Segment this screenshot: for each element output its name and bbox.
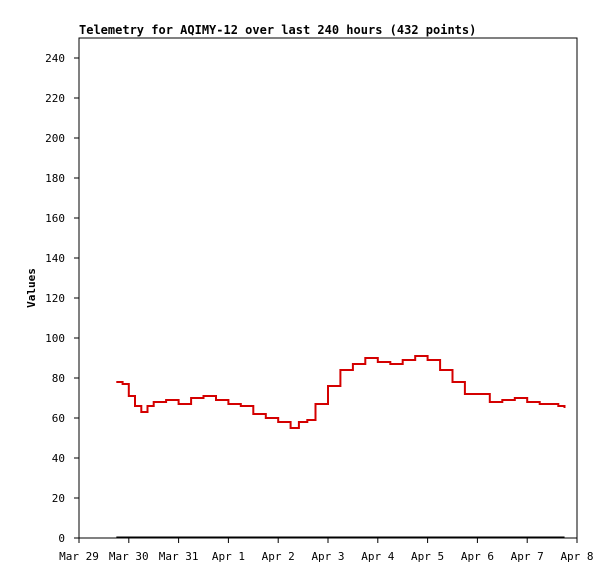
y-tick-label: 80 (52, 372, 65, 385)
y-tick-label: 200 (45, 132, 65, 145)
y-tick-label: 0 (58, 532, 65, 545)
plot-area (78, 37, 578, 539)
y-tick-label: 100 (45, 332, 65, 345)
y-tick-label: 120 (45, 292, 65, 305)
x-tick-label: Mar 29 (59, 550, 99, 563)
y-tick-label: 60 (52, 412, 65, 425)
y-tick-label: 20 (52, 492, 65, 505)
x-tick-label: Apr 6 (461, 550, 494, 563)
y-tick-label: 140 (45, 252, 65, 265)
series-line (116, 355, 566, 429)
y-tick-label: 160 (45, 212, 65, 225)
y-axis-ticks: 0 20 40 60 80 100 120 140 160 180 200 220 240 (45, 52, 79, 545)
x-tick-label: Mar 30 (109, 550, 149, 563)
x-tick-label: Apr 3 (311, 550, 344, 563)
x-tick-label: Apr 7 (511, 550, 544, 563)
chart-title: Telemetry for AQIMY-12 over last 240 hou… (79, 23, 476, 37)
y-tick-label: 240 (45, 52, 65, 65)
x-tick-label: Apr 1 (212, 550, 245, 563)
series-lines (116, 355, 566, 539)
y-axis-label: Values (25, 268, 38, 308)
x-tick-label: Apr 2 (262, 550, 295, 563)
x-tick-label: Mar 31 (159, 550, 199, 563)
x-tick-label: Apr 4 (361, 550, 394, 563)
x-axis-ticks: Mar 29 Mar 30 Mar 31 Apr 1 Apr 2 Apr 3 Apr 4 Ap… (59, 538, 594, 563)
y-tick-label: 220 (45, 92, 65, 105)
y-tick-label: 180 (45, 172, 65, 185)
x-tick-label: Apr 5 (411, 550, 444, 563)
x-tick-label: Apr 8 (560, 550, 593, 563)
y-tick-label: 40 (52, 452, 65, 465)
